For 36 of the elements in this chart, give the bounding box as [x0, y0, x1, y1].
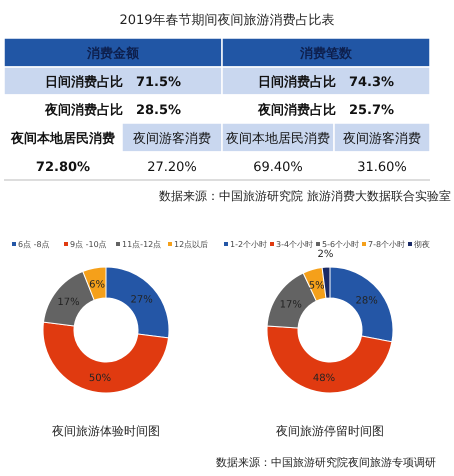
source-note: 数据来源：中国旅游研究院夜间旅游专项调研 — [216, 456, 436, 469]
text: 消费笔数 — [299, 46, 353, 62]
legend-label: 6点 -8点 — [18, 240, 50, 249]
text: 消费金额 — [86, 46, 140, 62]
text: 夜间消费占比 28.5% — [44, 102, 182, 118]
text: 夜间本地居民消费 — [226, 130, 330, 146]
data-label: 17% — [280, 299, 302, 310]
text: 日间消费占比 74.3% — [258, 75, 394, 90]
legend-label: 11点-12点 — [122, 240, 162, 249]
legend-label: 7-8个小时 — [368, 240, 406, 249]
text: 夜间游客消费 — [133, 130, 211, 146]
data-label: 48% — [312, 373, 336, 384]
data-label: 50% — [88, 373, 112, 384]
data-label: 17% — [57, 296, 80, 308]
text: 72.80% — [36, 160, 90, 175]
text: 日间消费占比 71.5% — [44, 75, 182, 90]
text: 69.40% — [253, 160, 303, 175]
legend-label: 12点以后 — [174, 240, 208, 249]
text: 夜间旅游体验时间图 — [52, 424, 160, 438]
source-note: 数据来源：中国旅游研究院 旅游消费大数据联合实验室 — [159, 189, 451, 203]
text: 夜间本地居民消费 — [10, 130, 115, 146]
legend-label: 5-6个小时 — [322, 240, 360, 249]
text: 2019年春节期间夜间旅游消费占比表 — [119, 12, 335, 28]
text: 31.60% — [357, 160, 407, 175]
legend-label: 9点 -10点 — [70, 240, 107, 249]
text: 夜间游客消费 — [343, 130, 421, 146]
legend-label: 1-2个小时 — [230, 240, 268, 249]
legend-label: 彻夜 — [414, 240, 430, 249]
data-label: 28% — [355, 296, 378, 307]
data-label: 2% — [317, 249, 334, 260]
data-label: 6% — [89, 279, 106, 290]
text: 夜间旅游停留时间图 — [276, 424, 384, 438]
legend-label: 3-4个小时 — [276, 240, 314, 249]
data-label: 27% — [130, 294, 153, 306]
text: 夜间消费占比 25.7% — [256, 102, 394, 118]
text: 27.20% — [147, 160, 197, 175]
